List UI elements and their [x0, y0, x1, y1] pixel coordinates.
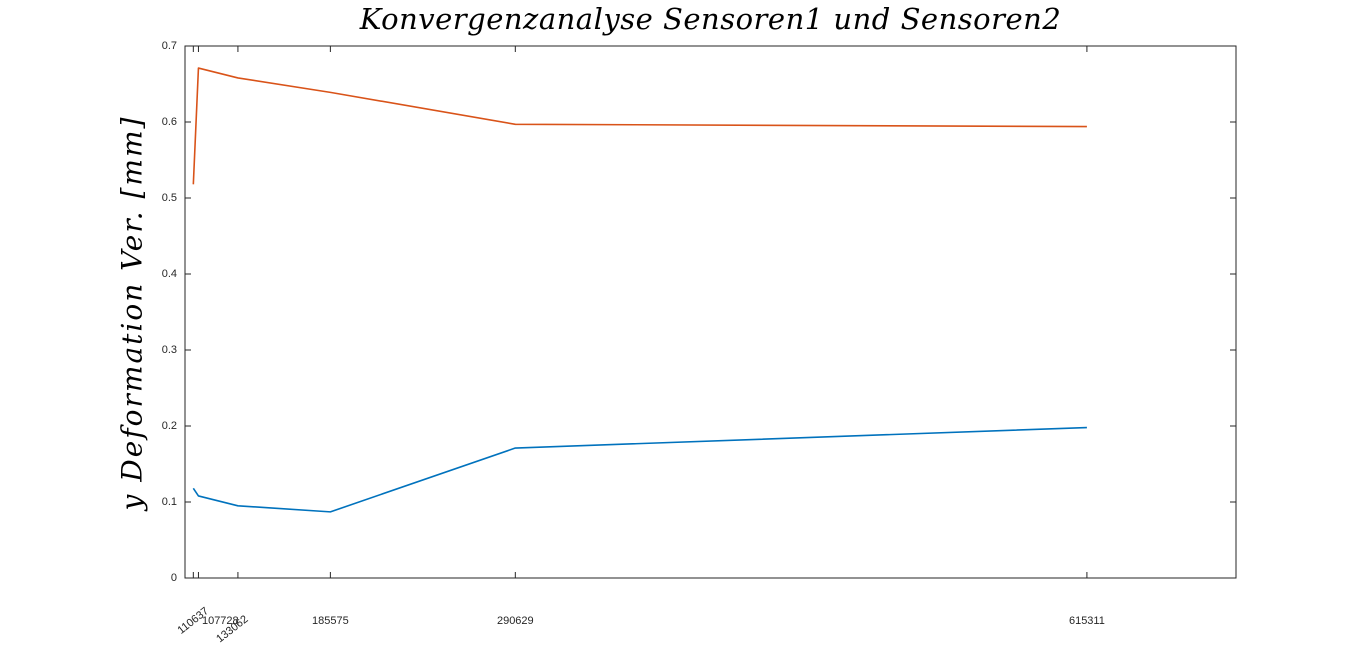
y-tick-label: 0.6: [162, 116, 177, 128]
y-tick-label: 0.2: [162, 420, 177, 432]
x-tick-label: 107728: [202, 615, 239, 627]
y-tick-label: 0.7: [162, 40, 177, 52]
x-tick-label: 185575: [312, 615, 349, 627]
x-tick-label: 615311: [1069, 615, 1105, 627]
x-tick-label: 290629: [497, 615, 534, 627]
series-line-Sensoren2: [192, 426, 1087, 513]
y-tick-label: 0.4: [162, 268, 177, 280]
y-tick-label: 0.1: [162, 496, 177, 508]
y-tick-label: 0: [171, 572, 177, 584]
series-line-Sensoren1: [192, 67, 1087, 185]
y-tick-label: 0.3: [162, 344, 177, 356]
chart-title: Konvergenzanalyse Sensoren1 und Sensoren…: [359, 2, 1062, 36]
axes-box: [184, 45, 1237, 579]
y-tick-label: 0.5: [162, 192, 177, 204]
